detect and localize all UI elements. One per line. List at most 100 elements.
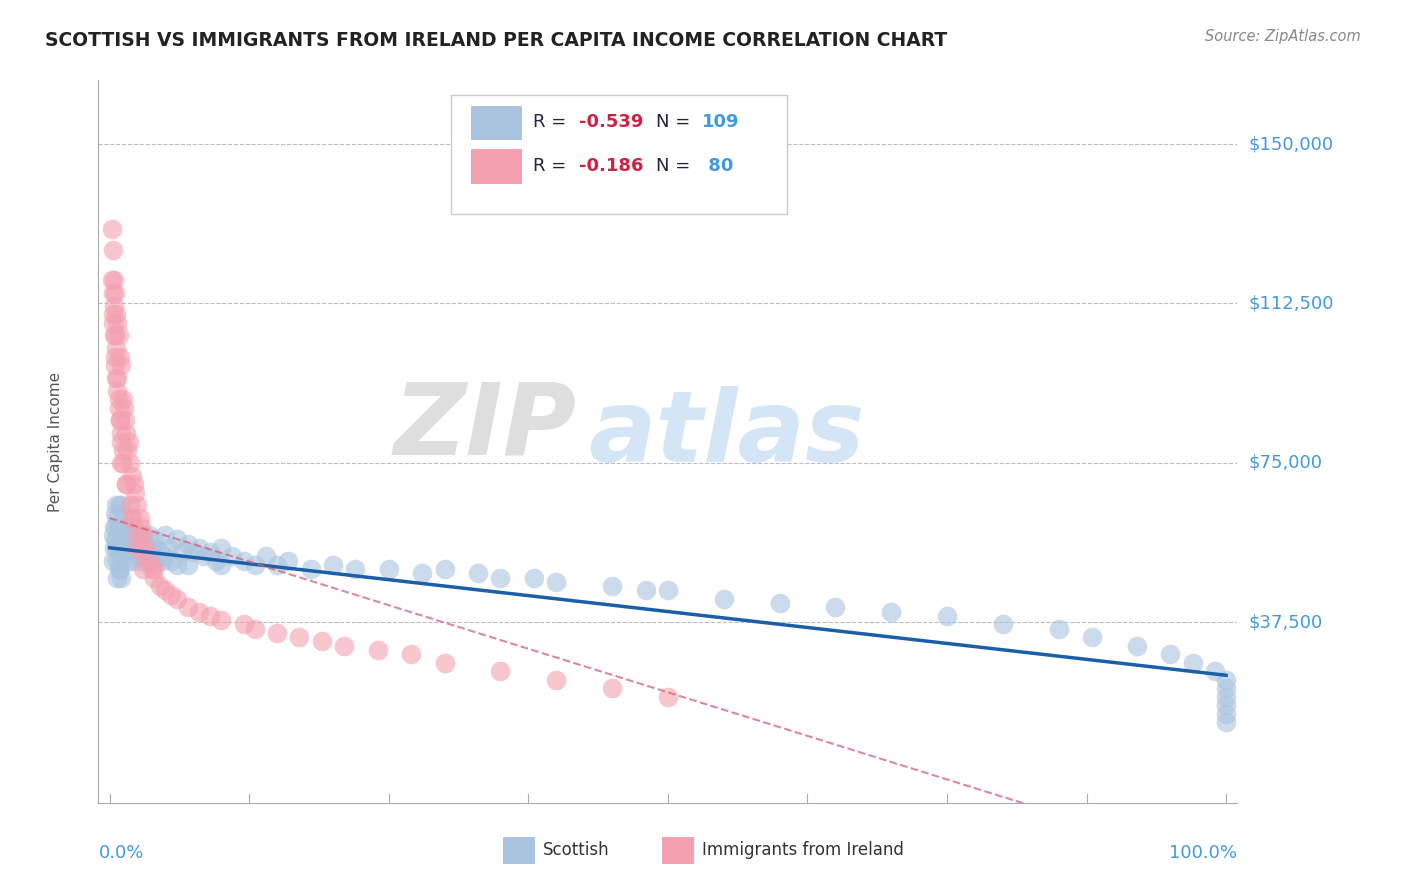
Text: Per Capita Income: Per Capita Income [48,371,63,512]
Point [155,583,177,598]
Point [166,533,188,547]
Text: 0.0%: 0.0% [98,845,143,863]
Point [266,558,288,572]
Point [108,413,131,427]
Point [101,307,124,321]
Point [110,425,132,440]
Point [209,613,232,627]
Text: $75,000: $75,000 [1249,454,1323,472]
Point [129,519,152,533]
Point [110,456,132,470]
Point [111,511,134,525]
Point [117,434,139,449]
Point [198,608,221,623]
Point [187,541,209,555]
Point [546,673,568,687]
Point [103,519,125,533]
Text: SCOTTISH VS IMMIGRANTS FROM IRELAND PER CAPITA INCOME CORRELATION CHART: SCOTTISH VS IMMIGRANTS FROM IRELAND PER … [45,31,948,50]
Point [1081,630,1104,644]
Point [232,617,254,632]
Point [221,549,243,564]
Point [108,519,131,533]
Point [105,307,128,321]
Point [322,558,344,572]
Text: R =: R = [533,113,572,131]
Point [177,558,200,572]
Point [187,605,209,619]
Point [112,519,135,533]
Point [600,681,623,695]
Point [127,528,149,542]
Point [122,477,145,491]
Point [333,639,356,653]
Point [107,511,129,525]
Point [209,558,232,572]
Point [1126,639,1149,653]
Point [243,622,266,636]
Point [121,511,143,525]
Point [433,562,456,576]
Point [107,371,129,385]
Point [104,285,127,300]
Point [880,605,903,619]
Point [1215,698,1237,712]
Point [110,570,132,584]
Text: Scottish: Scottish [543,841,609,860]
Point [118,456,141,470]
Point [467,566,489,581]
Point [127,541,149,555]
Text: Immigrants from Ireland: Immigrants from Ireland [702,841,904,860]
Point [122,519,145,533]
Point [266,625,288,640]
Point [110,498,132,512]
Point [254,549,277,564]
Point [377,562,399,576]
Point [399,647,422,661]
Point [107,498,129,512]
Text: -0.539: -0.539 [579,113,644,131]
Point [160,553,183,567]
Point [936,608,959,623]
Point [1047,622,1070,636]
Point [104,507,127,521]
Point [134,536,156,550]
FancyBboxPatch shape [503,837,534,864]
Point [117,443,139,458]
Text: R =: R = [533,156,572,175]
Text: N =: N = [657,156,696,175]
Point [117,553,139,567]
Point [117,528,139,542]
Point [657,583,679,598]
Point [132,549,155,564]
Point [277,553,299,567]
Text: $37,500: $37,500 [1249,613,1323,632]
Point [132,528,155,542]
Text: atlas: atlas [588,386,865,483]
FancyBboxPatch shape [451,95,787,214]
Point [824,600,846,615]
Text: 100.0%: 100.0% [1170,845,1237,863]
Point [132,545,155,559]
Point [107,384,129,398]
Point [105,341,128,355]
Point [101,222,124,236]
Text: $112,500: $112,500 [1249,294,1334,312]
Text: ZIP: ZIP [394,378,576,475]
Point [1204,664,1226,678]
Point [101,285,124,300]
Point [107,316,129,330]
Point [103,328,125,343]
Point [134,541,156,555]
Point [1215,673,1237,687]
Point [143,570,166,584]
Point [143,562,166,576]
Point [132,562,155,576]
Point [433,656,456,670]
Point [111,533,134,547]
Point [128,511,150,525]
Point [118,545,141,559]
Point [139,541,162,555]
Point [132,528,155,542]
Point [311,634,333,648]
Point [127,498,149,512]
